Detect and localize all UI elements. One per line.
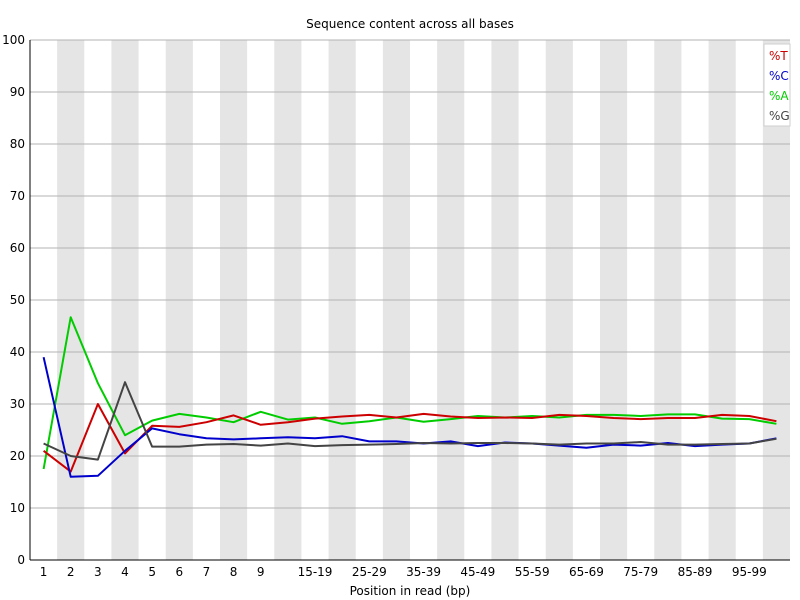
y-tick-label: 40 <box>10 345 25 359</box>
x-tick-label: 7 <box>203 565 211 579</box>
legend-entry: %T <box>769 49 788 63</box>
x-tick-label: 3 <box>94 565 102 579</box>
y-tick-label: 90 <box>10 85 25 99</box>
y-tick-label: 100 <box>2 33 25 47</box>
y-tick-label: 70 <box>10 189 25 203</box>
x-tick-label: 55-59 <box>515 565 550 579</box>
legend-entry: %C <box>769 69 789 83</box>
legend: %T %C %A %G <box>763 43 791 127</box>
x-tick-label: 65-69 <box>569 565 604 579</box>
x-tick-label: 25-29 <box>352 565 387 579</box>
x-tick-label: 35-39 <box>406 565 441 579</box>
horizontal-gridlines <box>30 39 790 509</box>
legend-box <box>763 43 791 127</box>
y-tick-label: 10 <box>10 501 25 515</box>
series-line-pct-g <box>43 381 777 461</box>
y-tick-label: 80 <box>10 137 25 151</box>
y-tick-label: 0 <box>17 553 25 567</box>
x-tick-label: 2 <box>67 565 75 579</box>
y-tick-labels: 0 10 20 30 40 50 60 70 80 90 100 <box>2 33 25 567</box>
x-tick-label: 95-99 <box>732 565 767 579</box>
x-tick-label: 6 <box>175 565 183 579</box>
x-axis-label: Position in read (bp) <box>350 584 471 598</box>
x-tick-label: 4 <box>121 565 129 579</box>
x-tick-label: 85-89 <box>678 565 713 579</box>
x-tick-label: 75-79 <box>623 565 658 579</box>
x-tick-label: 8 <box>230 565 238 579</box>
x-tick-label: 1 <box>40 565 48 579</box>
x-tick-label: 9 <box>257 565 265 579</box>
y-tick-label: 50 <box>10 293 25 307</box>
legend-entry: %A <box>769 89 789 103</box>
x-tick-label: 45-49 <box>460 565 495 579</box>
series-line-pct-a <box>42 316 777 470</box>
x-tick-label: 5 <box>148 565 156 579</box>
legend-entry: %G <box>769 109 790 123</box>
x-tick-labels: 1 2 3 4 5 6 7 8 9 15-19 25-29 35-39 45-49 55-59 65-69 7… <box>40 565 767 579</box>
series-line-pct-t <box>42 403 777 473</box>
y-tick-label: 60 <box>10 241 25 255</box>
chart-title: Sequence content across all bases <box>306 17 514 31</box>
x-tick-label: 15-19 <box>298 565 333 579</box>
y-tick-label: 30 <box>10 397 25 411</box>
y-tick-label: 20 <box>10 449 25 463</box>
series-lines <box>42 316 777 478</box>
